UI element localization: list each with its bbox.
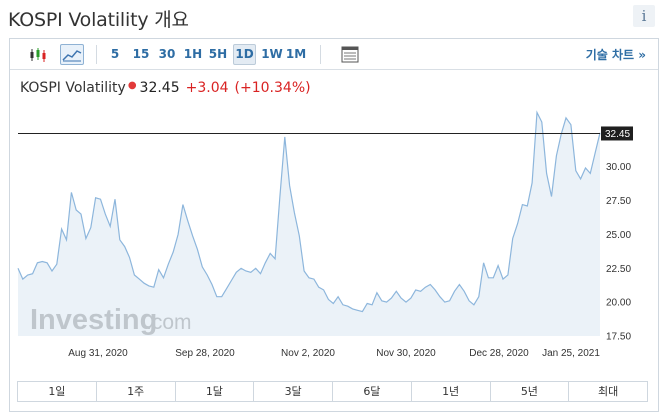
last-price: 32.45 (139, 80, 180, 96)
timeframe-5[interactable]: 5 (110, 47, 120, 61)
last-value-label: 32.45 (605, 129, 630, 140)
y-tick-label: 30.00 (606, 162, 631, 173)
live-dot-icon: ● (127, 80, 137, 91)
y-tick-label: 20.00 (606, 298, 631, 309)
timeframe-1h[interactable]: 1H (183, 47, 203, 61)
period-1-week[interactable]: 1주 (97, 382, 176, 401)
price-change: +3.04 (185, 80, 229, 96)
timeframe-1m[interactable]: 1M (285, 47, 307, 61)
x-tick-label: Nov 2, 2020 (281, 348, 335, 359)
table-view-icon[interactable] (339, 44, 360, 65)
chart-panel: 5 15 30 1H 5H 1D 1W 1M 기술 차트 » KOSPI Vol… (9, 38, 659, 412)
quote-line: KOSPI Volatility ● 32.45 +3.04 (+10.34%) (20, 80, 311, 96)
period-1-year[interactable]: 1년 (412, 382, 491, 401)
x-tick-label: Jan 25, 2021 (542, 348, 600, 359)
y-tick-label: 27.50 (606, 196, 631, 207)
candlestick-icon[interactable] (29, 44, 47, 65)
toolbar-separator (320, 45, 321, 64)
x-tick-label: Nov 30, 2020 (376, 348, 436, 359)
volatility-chart[interactable]: Investing .com 30.0027.5025.0022.5020.00… (10, 39, 658, 379)
y-tick-label: 25.00 (606, 230, 631, 241)
y-tick-label: 17.50 (606, 332, 631, 343)
period-6-months[interactable]: 6달 (333, 382, 412, 401)
x-tick-label: Sep 28, 2020 (175, 348, 235, 359)
timeframe-1w[interactable]: 1W (261, 47, 283, 61)
instrument-name: KOSPI Volatility (20, 80, 126, 96)
period-max[interactable]: 최대 (598, 385, 619, 398)
x-tick-label: Aug 31, 2020 (68, 348, 128, 359)
last-value-badge (601, 126, 633, 141)
timeframe-1d[interactable]: 1D (233, 44, 256, 65)
period-3-months[interactable]: 3달 (254, 382, 333, 401)
timeframe-5h[interactable]: 5H (208, 47, 228, 61)
price-change-percent: (+10.34%) (234, 80, 311, 96)
y-tick-label: 22.50 (606, 264, 631, 275)
x-tick-label: Dec 28, 2020 (469, 348, 529, 359)
info-icon[interactable]: i (633, 5, 655, 27)
period-selector: 1일 1주 1달 3달 6달 1년 5년 최대 (17, 381, 648, 402)
period-5-years[interactable]: 5년 (491, 382, 570, 401)
advanced-chart-link[interactable]: 기술 차트 » (585, 48, 646, 62)
page-title: KOSPI Volatility 개요 (8, 9, 189, 31)
timeframe-30[interactable]: 30 (158, 47, 176, 61)
area-fill (18, 112, 600, 336)
toolbar-separator (96, 45, 97, 64)
period-1-month[interactable]: 1달 (176, 382, 255, 401)
line-chart-icon[interactable] (60, 44, 84, 65)
series-line (17, 110, 601, 313)
period-1-day[interactable]: 1일 (18, 382, 97, 401)
timeframe-15[interactable]: 15 (132, 47, 150, 61)
chart-toolbar: 5 15 30 1H 5H 1D 1W 1M 기술 차트 » (10, 39, 658, 70)
